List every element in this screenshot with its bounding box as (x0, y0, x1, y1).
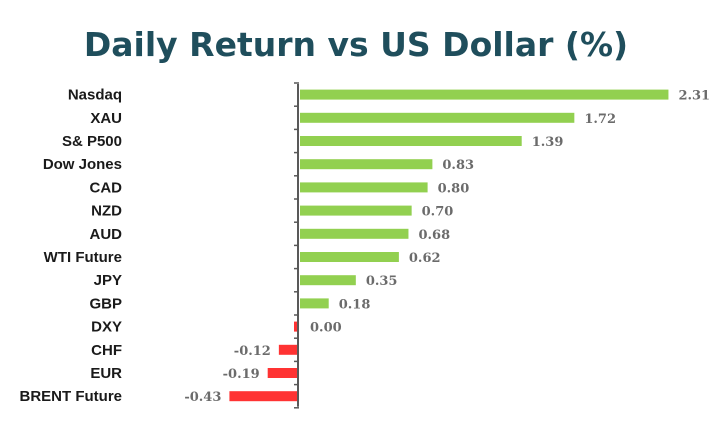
value-label-nzd: 0.70 (422, 205, 454, 220)
category-label-wti-future: WTI Future (44, 249, 122, 266)
bar-dow-jones (300, 159, 433, 170)
category-label-xau: XAU (90, 110, 122, 127)
bars-group: Nasdaq 2.31 XAU 1.72 S& P500 1.39 Dow Jones 0.8… (20, 87, 711, 406)
bar-nasdaq (300, 89, 669, 100)
category-label-eur: EUR (90, 365, 122, 382)
value-label-cad: 0.80 (438, 181, 470, 196)
value-label-wti-future: 0.62 (409, 251, 441, 266)
bar-brent-future (229, 391, 298, 402)
value-label-jpy: 0.35 (366, 274, 398, 289)
bar-s-p500 (300, 136, 522, 146)
value-label-dow-jones: 0.83 (442, 158, 474, 173)
bar-zero-marker-dxy (294, 321, 298, 332)
category-label-aud: AUD (90, 226, 123, 243)
category-label-nzd: NZD (91, 203, 122, 220)
value-label-s-p500: 1.39 (532, 135, 564, 150)
category-label-brent-future: BRENT Future (20, 388, 123, 405)
category-label-cad: CAD (90, 179, 123, 196)
category-label-chf: CHF (91, 342, 122, 359)
value-label-dxy: 0.00 (310, 321, 342, 336)
category-label-nasdaq: Nasdaq (68, 87, 122, 104)
value-label-brent-future: -0.43 (184, 390, 221, 405)
chart-title: Daily Return vs US Dollar (%) (84, 25, 628, 64)
bar-eur (267, 368, 298, 378)
value-label-chf: -0.12 (234, 344, 271, 359)
category-label-gbp: GBP (89, 295, 122, 312)
value-label-eur: -0.19 (223, 367, 260, 382)
category-label-dxy: DXY (91, 319, 122, 336)
bar-jpy (300, 275, 356, 286)
bar-aud (300, 228, 409, 239)
bar-xau (300, 112, 575, 123)
bar-nzd (300, 205, 412, 216)
bar-chf (278, 344, 298, 355)
value-label-nasdaq: 2.31 (678, 89, 710, 104)
category-label-dow-jones: Dow Jones (43, 156, 122, 173)
value-label-aud: 0.68 (418, 228, 450, 243)
category-label-s-p500: S& P500 (62, 133, 122, 150)
value-label-gbp: 0.18 (339, 297, 371, 312)
bar-wti-future (300, 252, 399, 262)
category-label-jpy: JPY (94, 272, 122, 289)
bar-gbp (300, 298, 329, 309)
value-label-xau: 1.72 (584, 112, 616, 127)
bar-cad (300, 182, 428, 193)
value-axis (294, 82, 299, 409)
